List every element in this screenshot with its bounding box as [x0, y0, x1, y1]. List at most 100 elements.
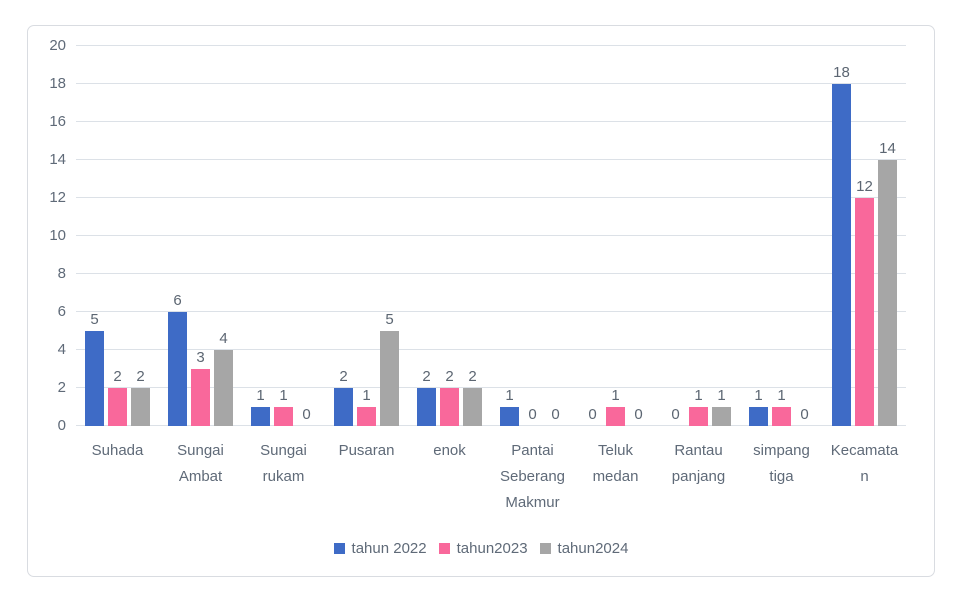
bar-value-label: 2 — [113, 368, 122, 385]
bar: 12 — [855, 178, 874, 426]
y-axis-tick-label: 20 — [49, 37, 66, 54]
bar: 1 — [749, 387, 768, 426]
x-axis-category-label: Kecamatan — [830, 442, 899, 485]
bar-value-label: 1 — [717, 387, 726, 404]
legend: tahun 2022 tahun2023 tahun2024 — [28, 540, 934, 557]
bar-value-label: 3 — [196, 349, 205, 366]
x-axis-category: Pusaran — [325, 438, 408, 516]
bar-value-label: 0 — [800, 406, 809, 423]
bar: 1 — [606, 387, 625, 426]
bar-value-label: 2 — [136, 368, 145, 385]
bar: 1 — [274, 387, 293, 426]
bar-value-label: 0 — [551, 406, 560, 423]
bar-group: 18 12 14 — [823, 46, 906, 426]
bar-value-label: 5 — [90, 311, 99, 328]
bar: 4 — [214, 330, 233, 426]
bar-value-label: 2 — [468, 368, 477, 385]
gridline — [76, 311, 906, 312]
bar: 2 — [334, 368, 353, 426]
bar: 3 — [191, 349, 210, 426]
y-axis-tick-label: 0 — [57, 417, 66, 434]
bar-value-label: 2 — [445, 368, 454, 385]
x-axis-category: Sungai Ambat — [159, 438, 242, 516]
bar: 6 — [168, 292, 187, 426]
bar-value-label: 1 — [694, 387, 703, 404]
bar-value-label: 1 — [279, 387, 288, 404]
x-axis-category-label: Suhada — [91, 442, 144, 459]
y-axis-tick-label: 8 — [57, 265, 66, 282]
bar-value-label: 2 — [339, 368, 348, 385]
x-axis-category-label: enok — [433, 442, 466, 459]
x-axis-category: Sungai rukam — [242, 438, 325, 516]
bar: 5 — [380, 311, 399, 426]
bar: 2 — [108, 368, 127, 426]
gridline — [76, 425, 906, 426]
x-axis-category: Kecamatan — [823, 438, 906, 516]
bar: 2 — [131, 368, 150, 426]
bar-value-label: 1 — [362, 387, 371, 404]
bar: 1 — [712, 387, 731, 426]
bar-value-label: 12 — [856, 178, 873, 195]
bar-value-label: 4 — [219, 330, 228, 347]
bar: 14 — [878, 140, 897, 426]
x-axis-category-label: Rantau panjang — [671, 442, 726, 485]
x-axis-category: Rantau panjang — [657, 438, 740, 516]
bar: 1 — [772, 387, 791, 426]
x-axis-category: Suhada — [76, 438, 159, 516]
bar-value-label: 0 — [588, 406, 597, 423]
y-axis-tick-label: 10 — [49, 227, 66, 244]
gridline — [76, 197, 906, 198]
bar: 2 — [440, 368, 459, 426]
bar: 2 — [463, 368, 482, 426]
gridline — [76, 121, 906, 122]
gridline — [76, 235, 906, 236]
legend-color-swatch — [438, 543, 450, 554]
y-axis-tick-label: 16 — [49, 113, 66, 130]
gridline — [76, 159, 906, 160]
bar: 2 — [417, 368, 436, 426]
bar: 1 — [251, 387, 270, 426]
x-axis-category: enok — [408, 438, 491, 516]
x-axis-category-label: Sungai rukam — [260, 442, 307, 485]
bar-groups: 5 2 2 6 3 4 1 1 0 2 1 5 2 2 2 1 0 0 0 1 0 0 1 1 1 1 0 18 12 14 — [76, 46, 906, 426]
bar-value-label: 1 — [505, 387, 514, 404]
x-axis-category-label: Pantai Seberang Makmur — [499, 442, 566, 511]
bar: 1 — [689, 387, 708, 426]
legend-label: tahun2023 — [456, 540, 528, 557]
bar-value-label: 0 — [528, 406, 537, 423]
bar-value-label: 1 — [611, 387, 620, 404]
bar-value-label: 0 — [671, 406, 680, 423]
gridline — [76, 273, 906, 274]
x-axis-category: Teluk medan — [574, 438, 657, 516]
plot-area: 0 2 4 6 8 10 12 14 16 18 20 5 2 2 6 3 4 1 1 0 2 1 5 2 2 2 1 0 0 0 1 0 0 1… — [49, 37, 906, 434]
bar-value-label: 1 — [777, 387, 786, 404]
legend-color-swatch — [333, 543, 345, 554]
x-axis-category-label: Sungai Ambat — [177, 442, 224, 485]
chart-card: 0 2 4 6 8 10 12 14 16 18 20 5 2 2 6 3 4 1 1 0 2 1 5 2 2 2 1 0 0 0 1 0 0 1… — [27, 25, 935, 577]
x-axis-category-label: Pusaran — [338, 442, 395, 459]
x-axis-category: Pantai Seberang Makmur — [491, 438, 574, 516]
bar-value-label: 6 — [173, 292, 182, 309]
legend-label: tahun2024 — [557, 540, 629, 557]
gridline — [76, 387, 906, 388]
gridline — [76, 349, 906, 350]
x-axis-category: simpang tiga — [740, 438, 823, 516]
bar-value-label: 18 — [833, 64, 850, 81]
legend-color-swatch — [539, 543, 551, 554]
bar: 1 — [500, 387, 519, 426]
x-axis-labels: Suhada Sungai Ambat Sungai rukam Pusaran eno… — [76, 438, 906, 516]
bar-value-label: 0 — [302, 406, 311, 423]
y-axis-tick-label: 12 — [49, 189, 66, 206]
y-axis-tick-label: 14 — [49, 151, 66, 168]
y-axis-tick-label: 6 — [57, 303, 66, 320]
bar-value-label: 0 — [634, 406, 643, 423]
legend-label: tahun 2022 — [351, 540, 427, 557]
legend-item: tahun2024 — [539, 540, 629, 557]
